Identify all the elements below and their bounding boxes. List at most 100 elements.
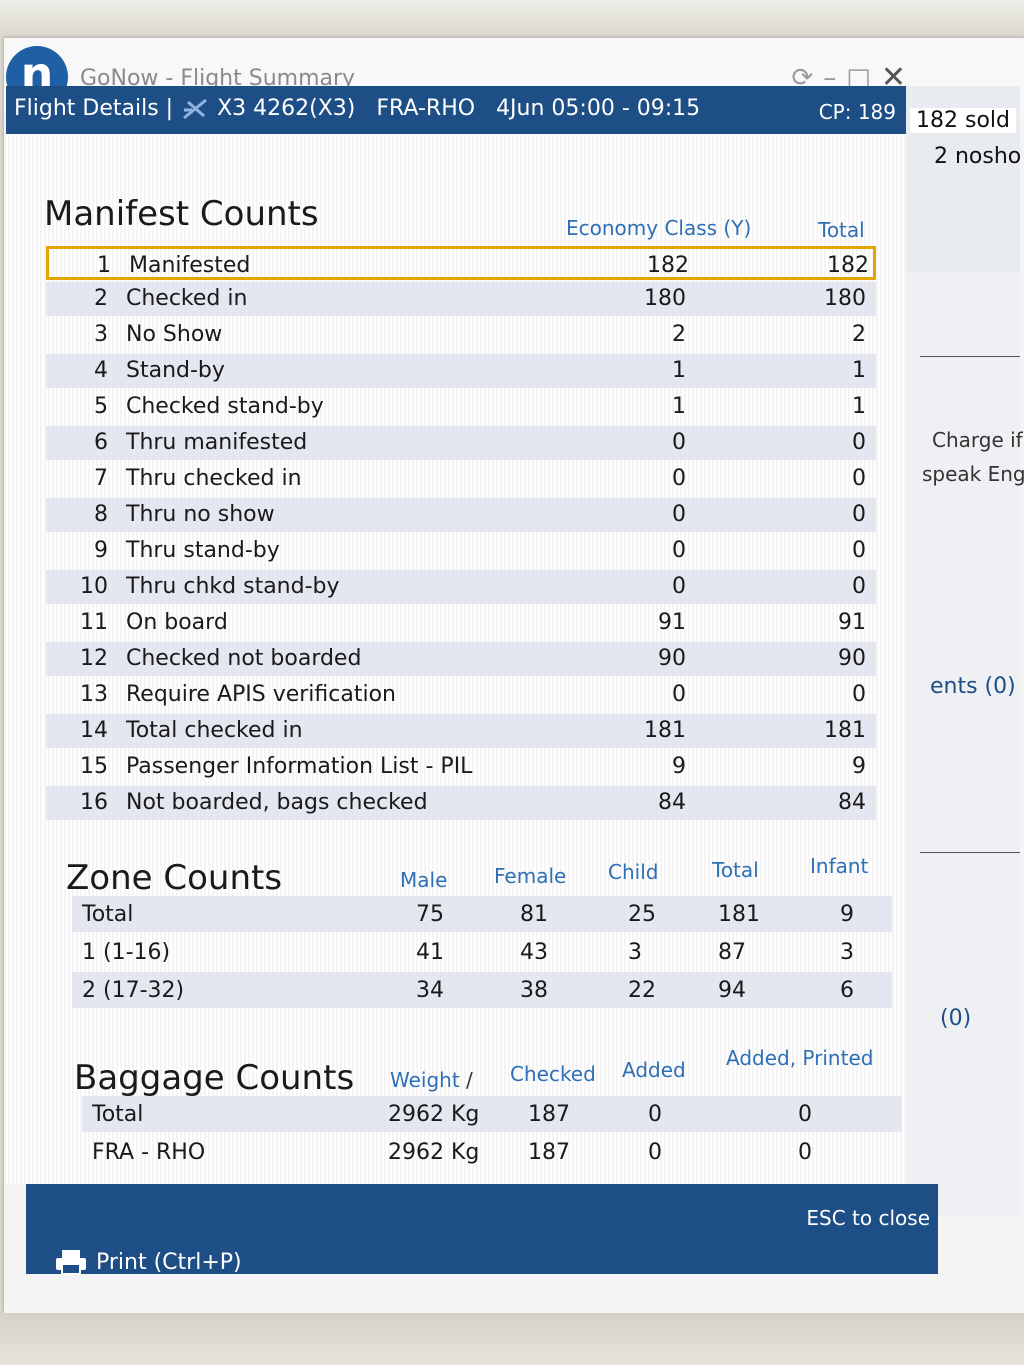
- manifest-row[interactable]: 13 Require APIS verification 0 0: [46, 678, 876, 712]
- manifest-row[interactable]: 8 Thru no show 0 0: [46, 498, 876, 532]
- row-label: Passenger Information List - PIL: [126, 754, 473, 779]
- economy-count: 0: [672, 574, 686, 599]
- print-button[interactable]: Print (Ctrl+P): [54, 1248, 242, 1276]
- noshow-count: 2 nosho: [934, 144, 1022, 169]
- row-number: 12: [80, 646, 108, 671]
- manifest-row[interactable]: 4 Stand-by 1 1: [46, 354, 876, 388]
- manifest-row[interactable]: 11 On board 91 91: [46, 606, 876, 640]
- added-header: Added: [622, 1058, 686, 1082]
- infant-header: Infant: [810, 854, 869, 878]
- total-count: 2: [852, 322, 866, 347]
- airline-plane-icon: [183, 98, 208, 120]
- economy-count: 84: [658, 790, 686, 815]
- row-label: No Show: [126, 322, 223, 347]
- manifest-row[interactable]: 1 Manifested 182 182: [46, 246, 876, 280]
- row-label: Thru stand-by: [126, 538, 280, 563]
- manifest-row[interactable]: 9 Thru stand-by 0 0: [46, 534, 876, 568]
- economy-count: 0: [672, 682, 686, 707]
- row-label: Not boarded, bags checked: [126, 790, 428, 815]
- economy-count: 90: [658, 646, 686, 671]
- flight-info: Flight Details | X3 4262(X3) FRA-RHO 4Ju…: [14, 96, 700, 121]
- baggage-added-printed: 0: [798, 1140, 812, 1165]
- total-count: 0: [852, 538, 866, 563]
- manifest-row[interactable]: 5 Checked stand-by 1 1: [46, 390, 876, 424]
- manifest-row[interactable]: 7 Thru checked in 0 0: [46, 462, 876, 496]
- row-number: 13: [80, 682, 108, 707]
- monitor-bezel-bottom: [0, 1313, 1024, 1365]
- comments-link[interactable]: ents (0): [930, 674, 1016, 699]
- row-label: Thru manifested: [126, 430, 308, 455]
- baggage-route-label: FRA - RHO: [92, 1140, 206, 1165]
- economy-count: 181: [644, 718, 686, 743]
- manifest-row[interactable]: 15 Passenger Information List - PIL 9 9: [46, 750, 876, 784]
- baggage-checked: 187: [528, 1140, 570, 1165]
- speak-text: speak Eng: [922, 462, 1024, 486]
- economy-count: 9: [672, 754, 686, 779]
- flight-header: Flight Details | X3 4262(X3) FRA-RHO 4Ju…: [6, 86, 906, 134]
- baggage-title: Baggage Counts: [74, 1058, 355, 1098]
- esc-close-hint[interactable]: ESC to close: [806, 1206, 930, 1230]
- baggage-added: 0: [648, 1140, 662, 1165]
- row-number: 2: [94, 286, 108, 311]
- female-count: 81: [520, 902, 548, 927]
- male-header: Male: [400, 868, 448, 892]
- manifest-row[interactable]: 3 No Show 2 2: [46, 318, 876, 352]
- economy-count: 0: [672, 466, 686, 491]
- monitor-bezel-top: [0, 0, 1024, 34]
- manifest-row[interactable]: 12 Checked not boarded 90 90: [46, 642, 876, 676]
- total-count: 90: [838, 646, 866, 671]
- total-count: 181: [824, 718, 866, 743]
- refresh-icon[interactable]: ⟳: [791, 62, 814, 93]
- manifest-title: Manifest Counts: [44, 194, 319, 234]
- zone-row[interactable]: 2 (17-32) 34 38 22 94 6: [72, 972, 892, 1008]
- economy-count: 180: [644, 286, 686, 311]
- row-number: 8: [94, 502, 108, 527]
- zone-title: Zone Counts: [66, 858, 283, 898]
- row-label: Thru chkd stand-by: [126, 574, 340, 599]
- side-divider: [920, 852, 1020, 853]
- total-count: 91: [838, 610, 866, 635]
- zone-row[interactable]: Total 75 81 25 181 9: [72, 896, 892, 932]
- flight-number: X3 4262(X3): [217, 96, 356, 121]
- total-count: 1: [852, 394, 866, 419]
- side-count-link[interactable]: (0): [940, 1006, 972, 1031]
- row-number: 14: [80, 718, 108, 743]
- baggage-row[interactable]: Total 2962 Kg 187 0 0: [82, 1096, 902, 1132]
- row-number: 15: [80, 754, 108, 779]
- manifest-row[interactable]: 2 Checked in 180 180: [46, 282, 876, 316]
- side-divider: [920, 356, 1020, 357]
- child-count: 3: [628, 940, 642, 965]
- female-count: 43: [520, 940, 548, 965]
- checked-header: Checked: [510, 1062, 596, 1086]
- row-label: Total checked in: [126, 718, 303, 743]
- total-count: 0: [852, 574, 866, 599]
- manifest-row[interactable]: 6 Thru manifested 0 0: [46, 426, 876, 460]
- sold-count: 182 sold: [910, 108, 1016, 133]
- male-count: 41: [416, 940, 444, 965]
- baggage-weight: 2962 Kg: [388, 1140, 480, 1165]
- manifest-row[interactable]: 16 Not boarded, bags checked 84 84: [46, 786, 876, 820]
- row-number: 16: [80, 790, 108, 815]
- baggage-row[interactable]: FRA - RHO 2962 Kg 187 0 0: [82, 1134, 902, 1170]
- row-label: Require APIS verification: [126, 682, 396, 707]
- female-header: Female: [494, 864, 567, 888]
- total-count: 9: [852, 754, 866, 779]
- summary-content: Manifest Counts Economy Class (Y) Total …: [6, 134, 906, 1184]
- row-label: Manifested: [129, 253, 251, 278]
- zone-label: 2 (17-32): [82, 978, 185, 1003]
- minimize-icon[interactable]: –: [823, 62, 837, 93]
- economy-count: 0: [672, 502, 686, 527]
- manifest-row[interactable]: 10 Thru chkd stand-by 0 0: [46, 570, 876, 604]
- zone-label: Total: [82, 902, 134, 927]
- infant-count: 3: [840, 940, 854, 965]
- child-count: 22: [628, 978, 656, 1003]
- zone-row[interactable]: 1 (1-16) 41 43 3 87 3: [72, 934, 892, 970]
- manifest-row[interactable]: 14 Total checked in 181 181: [46, 714, 876, 748]
- economy-count: 91: [658, 610, 686, 635]
- footer-bar: ESC to close Print (Ctrl+P): [26, 1184, 938, 1276]
- flight-route: FRA-RHO: [376, 96, 476, 121]
- baggage-added: 0: [648, 1102, 662, 1127]
- zone-total-header: Total: [712, 858, 759, 882]
- row-number: 7: [94, 466, 108, 491]
- row-number: 9: [94, 538, 108, 563]
